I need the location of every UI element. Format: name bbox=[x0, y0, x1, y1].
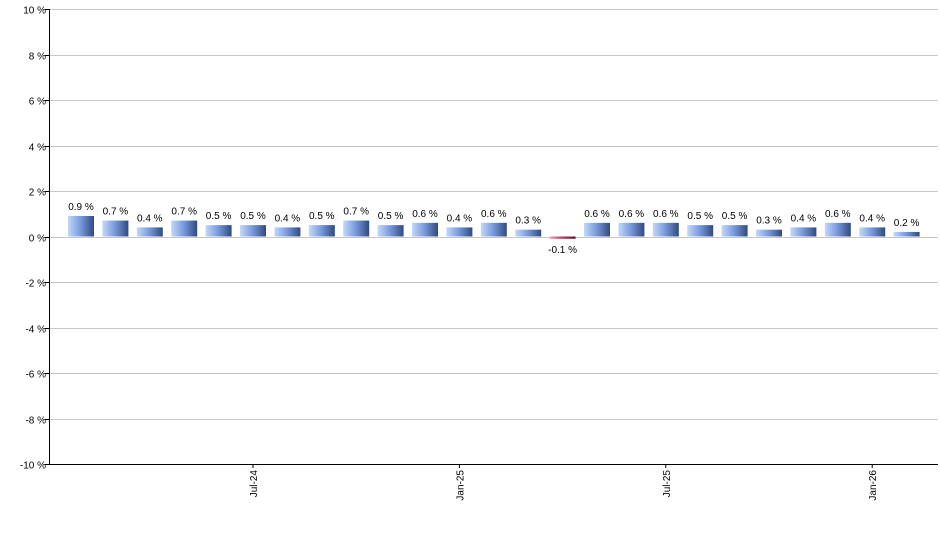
y-tick-label: -6 % bbox=[25, 370, 46, 381]
bar bbox=[205, 225, 232, 237]
data-labels: 0.9 % 0.7 % 0.4 % 0.7 % 0.5 % 0.5 % 0.4 % 0.5 %… bbox=[68, 202, 919, 256]
y-tick-label: -8 % bbox=[25, 416, 46, 427]
y-tick-label: -4 % bbox=[25, 325, 46, 336]
bar bbox=[343, 220, 370, 237]
y-tick-label: -2 % bbox=[25, 279, 46, 290]
bar bbox=[412, 222, 438, 237]
y-tick-label: 4 % bbox=[29, 143, 46, 154]
data-label: 0.6 % bbox=[825, 209, 851, 220]
data-label: 0.4 % bbox=[137, 213, 163, 224]
bar bbox=[652, 222, 679, 237]
bar bbox=[618, 222, 645, 237]
bar bbox=[377, 225, 404, 237]
y-tick-label: 0 % bbox=[29, 234, 46, 245]
data-label: 0.5 % bbox=[722, 211, 748, 222]
y-tick-label: 10 % bbox=[23, 6, 46, 17]
data-label: 0.5 % bbox=[206, 211, 232, 222]
bar bbox=[171, 220, 198, 237]
y-tick-label: 2 % bbox=[29, 188, 46, 199]
bar bbox=[893, 231, 920, 237]
data-label: 0.6 % bbox=[412, 209, 438, 220]
data-label: 0.4 % bbox=[275, 213, 301, 224]
bar bbox=[859, 227, 886, 237]
bar bbox=[824, 222, 851, 237]
data-label: 0.5 % bbox=[687, 211, 713, 222]
data-label: 0.4 % bbox=[447, 213, 473, 224]
data-label: 0.5 % bbox=[309, 211, 335, 222]
x-tick-label: Jan-25 bbox=[455, 470, 466, 501]
bar bbox=[549, 236, 576, 239]
data-label: 0.6 % bbox=[653, 209, 679, 220]
data-label: 0.4 % bbox=[859, 213, 885, 224]
data-label: 0.3 % bbox=[756, 216, 782, 227]
data-label: 0.5 % bbox=[378, 211, 404, 222]
bar bbox=[136, 227, 163, 237]
data-label: 0.6 % bbox=[481, 209, 507, 220]
x-tick-label: Jul-24 bbox=[249, 470, 260, 498]
x-tick-label: Jan-26 bbox=[868, 470, 879, 501]
data-label: 0.6 % bbox=[619, 209, 645, 220]
data-label: 0.4 % bbox=[791, 213, 817, 224]
x-tick-label: Jul-25 bbox=[662, 470, 673, 498]
data-label: 0.5 % bbox=[240, 211, 266, 222]
bar bbox=[584, 222, 610, 237]
bar bbox=[721, 225, 748, 237]
bar bbox=[790, 227, 817, 237]
bar bbox=[102, 220, 129, 237]
bar bbox=[446, 227, 473, 237]
data-label: 0.3 % bbox=[515, 216, 541, 227]
y-tick-label: 8 % bbox=[29, 52, 46, 63]
grid-lines bbox=[49, 9, 938, 465]
bar bbox=[480, 222, 507, 237]
data-label: 0.7 % bbox=[103, 207, 129, 218]
bar bbox=[308, 225, 335, 237]
bar bbox=[240, 225, 266, 237]
bar bbox=[515, 229, 542, 237]
data-label: 0.7 % bbox=[171, 207, 197, 218]
y-tick-label: -10 % bbox=[20, 461, 46, 472]
data-label: 0.6 % bbox=[584, 209, 610, 220]
data-label: 0.9 % bbox=[68, 202, 94, 213]
bar bbox=[274, 227, 301, 237]
bars bbox=[68, 216, 920, 239]
axes: 10 % 8 % 6 % 4 % 2 % 0 % -2 % -4 % -6 % -8 % -10 %… bbox=[20, 6, 938, 501]
bar bbox=[68, 216, 94, 237]
bar bbox=[687, 225, 714, 237]
data-label: 0.7 % bbox=[343, 207, 369, 218]
data-label: -0.1 % bbox=[548, 245, 577, 256]
data-label: 0.2 % bbox=[894, 218, 920, 229]
bar bbox=[756, 229, 782, 237]
y-tick-label: 6 % bbox=[29, 97, 46, 108]
